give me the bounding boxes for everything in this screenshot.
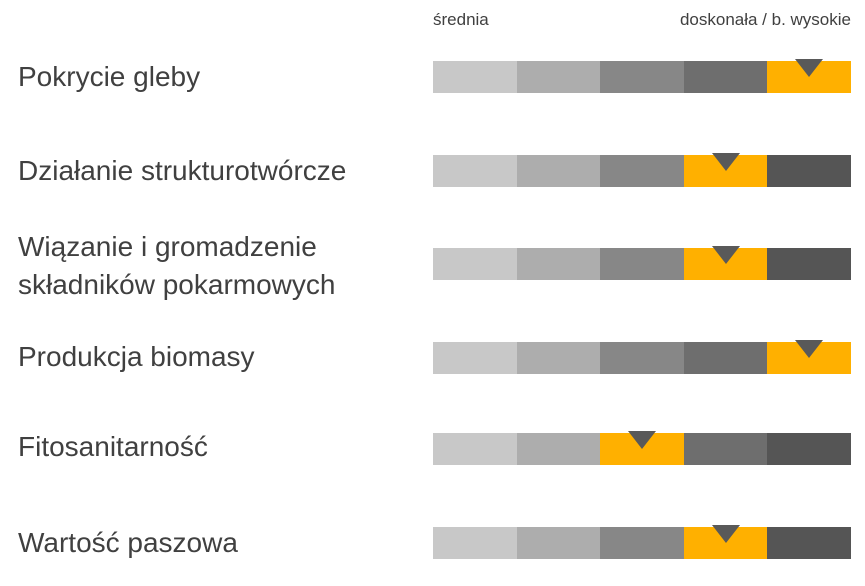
rating-segment bbox=[600, 527, 684, 559]
row-label: Działanie strukturotwórcze bbox=[18, 155, 347, 186]
rating-segment bbox=[433, 342, 517, 374]
rating-segment bbox=[516, 61, 601, 93]
rating-segment bbox=[767, 433, 851, 465]
rating-segment bbox=[600, 342, 684, 374]
rating-bar bbox=[433, 248, 851, 280]
rating-bar bbox=[433, 155, 851, 187]
scale-low-label: średnia bbox=[433, 10, 489, 29]
row-label: Produkcja biomasy bbox=[18, 341, 255, 372]
row-label: Fitosanitarność bbox=[18, 431, 208, 462]
rating-marker bbox=[711, 246, 740, 264]
rating-bar bbox=[433, 433, 851, 465]
rating-segment bbox=[433, 155, 517, 187]
rating-marker bbox=[628, 431, 656, 449]
rating-segment bbox=[516, 342, 601, 374]
rating-segment bbox=[516, 527, 601, 559]
rating-segment bbox=[683, 433, 768, 465]
rating-segment bbox=[433, 433, 517, 465]
rating-segment bbox=[516, 248, 601, 280]
rating-marker bbox=[711, 153, 740, 171]
rating-segment bbox=[516, 155, 601, 187]
scale-high-label: doskonała / b. wysokie bbox=[679, 10, 851, 29]
rating-segment bbox=[683, 342, 768, 374]
row-label: Pokrycie gleby bbox=[18, 61, 201, 92]
rating-marker bbox=[795, 340, 824, 358]
rating-segment bbox=[516, 433, 601, 465]
rating-bar bbox=[433, 61, 851, 93]
rating-bar bbox=[433, 342, 851, 374]
row-label: Wartość paszowa bbox=[18, 527, 238, 558]
rating-segment bbox=[767, 527, 851, 559]
rating-segment bbox=[433, 527, 517, 559]
rating-segment bbox=[767, 155, 851, 187]
rating-segment bbox=[600, 61, 684, 93]
row-label: Wiązanie i gromadzenie składników pokarm… bbox=[18, 231, 336, 300]
rating-bar bbox=[433, 527, 851, 559]
rating-segment bbox=[600, 248, 684, 280]
rating-segment bbox=[433, 248, 517, 280]
rating-marker bbox=[795, 59, 824, 77]
rating-segment bbox=[600, 155, 684, 187]
rating-segment bbox=[683, 61, 768, 93]
rating-marker bbox=[711, 525, 740, 543]
rating-segment bbox=[767, 248, 851, 280]
rating-segment bbox=[433, 61, 517, 93]
